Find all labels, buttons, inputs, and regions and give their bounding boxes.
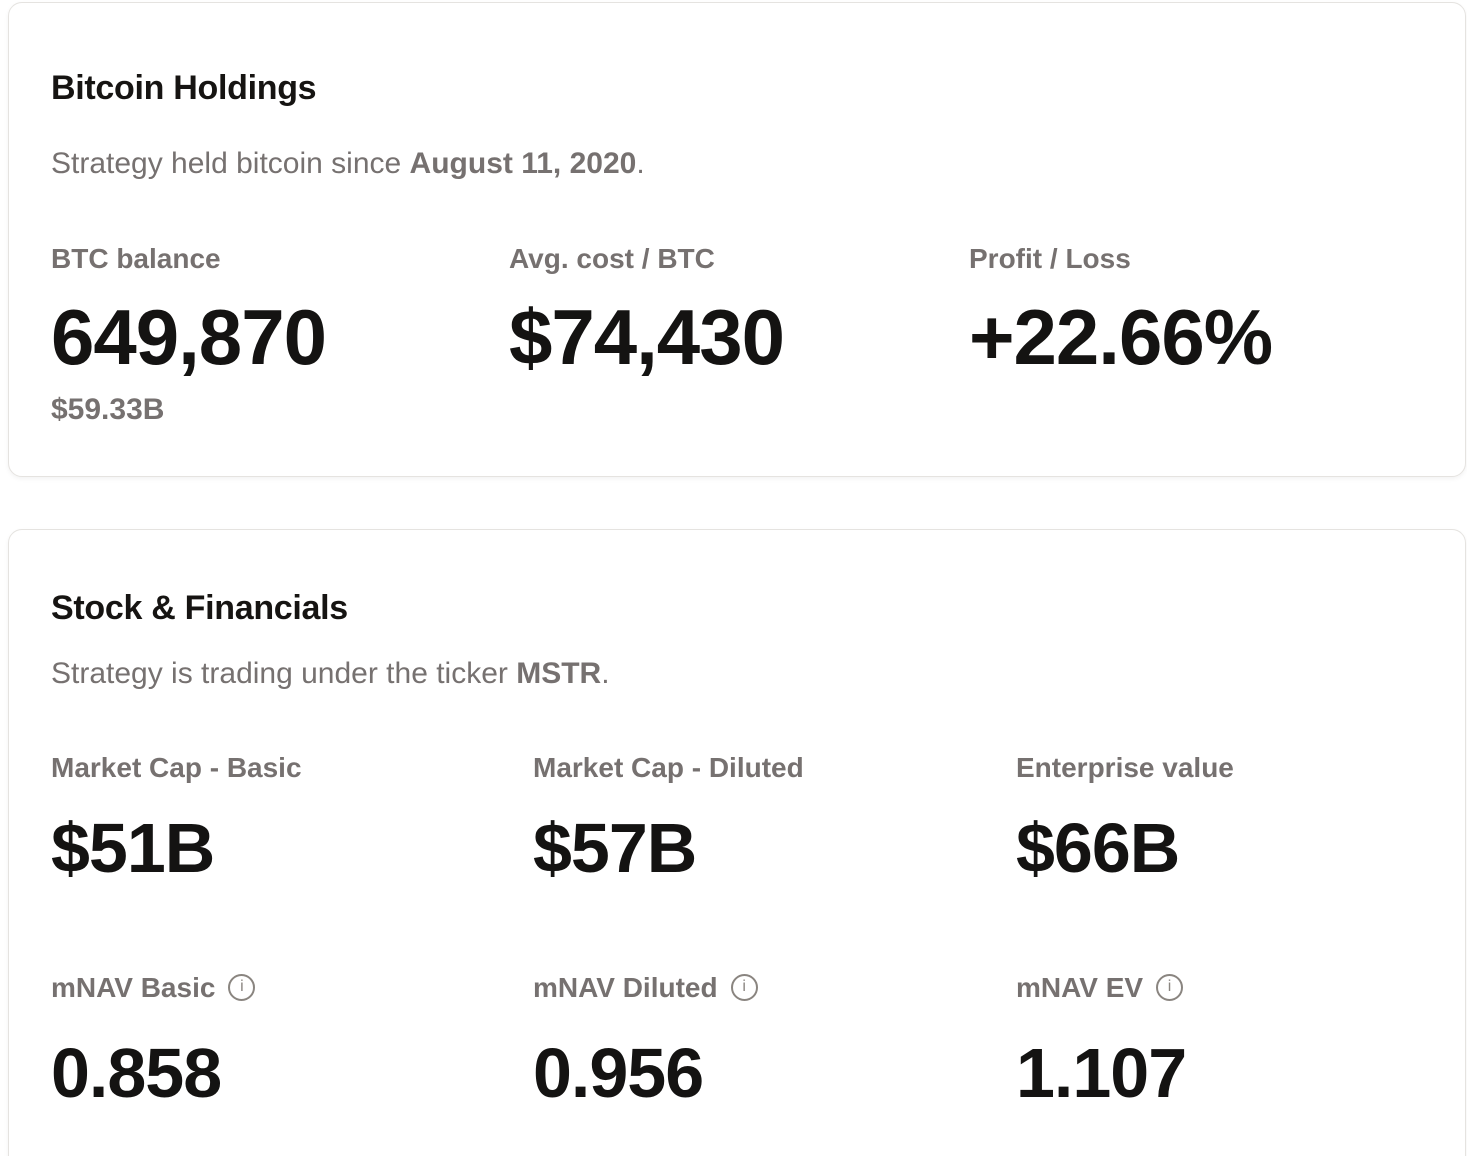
info-icon[interactable]: i [228, 973, 256, 1001]
market-cap-diluted-value: $57B [533, 809, 697, 887]
stat-market-cap-basic: Market Cap - Basic $51B [51, 751, 533, 883]
stock-stats-row-1: Market Cap - Basic $51B Market Cap - Dil… [51, 751, 1425, 883]
stat-enterprise-value: Enterprise value $66B [1016, 751, 1425, 883]
bitcoin-holdings-subtitle: Strategy held bitcoin since August 11, 2… [51, 146, 1425, 182]
market-cap-basic-value: $51B [51, 809, 215, 887]
mnav-ev-label-text: mNAV EV [1016, 972, 1144, 1003]
info-icon[interactable]: i [1156, 973, 1184, 1001]
subtitle-period: . [636, 147, 645, 180]
stat-mnav-basic: mNAV Basic i 0.858 [51, 971, 533, 1108]
mnav-basic-label: mNAV Basic i [51, 971, 533, 1005]
mnav-diluted-label-text: mNAV Diluted [533, 972, 718, 1003]
stock-financials-subtitle: Strategy is trading under the ticker MST… [51, 656, 1425, 692]
stat-mnav-ev: mNAV EV i 1.107 [1016, 971, 1425, 1108]
info-icon[interactable]: i [730, 973, 758, 1001]
stock-financials-title: Stock & Financials [51, 589, 348, 627]
stat-mnav-diluted: mNAV Diluted i 0.956 [533, 971, 1016, 1108]
bitcoin-stats-row: BTC balance 649,870 $59.33B Avg. cost / … [51, 242, 1425, 428]
btc-balance-usd-value: $59.33B [51, 393, 165, 426]
mnav-ev-value: 1.107 [1016, 1034, 1187, 1112]
mnav-basic-label-text: mNAV Basic [51, 972, 216, 1003]
enterprise-value-value: $66B [1016, 809, 1180, 887]
mnav-diluted-label: mNAV Diluted i [533, 971, 1016, 1005]
btc-balance-value: 649,870 [51, 293, 327, 381]
avg-cost-label: Avg. cost / BTC [509, 243, 715, 274]
enterprise-value-label: Enterprise value [1016, 752, 1234, 783]
bitcoin-holdings-card: Bitcoin Holdings Strategy held bitcoin s… [8, 2, 1466, 477]
bitcoin-holdings-title: Bitcoin Holdings [51, 69, 317, 107]
mnav-ev-label: mNAV EV i [1016, 971, 1425, 1005]
mnav-basic-value: 0.858 [51, 1034, 222, 1112]
stock-stats-row-2: mNAV Basic i 0.858 mNAV Diluted i 0.956 mN… [51, 971, 1425, 1108]
stock-financials-card: Stock & Financials Strategy is trading u… [8, 529, 1466, 1156]
stat-avg-cost: Avg. cost / BTC $74,430 [509, 242, 969, 428]
stat-profit-loss: Profit / Loss +22.66% [969, 242, 1425, 428]
market-cap-diluted-label: Market Cap - Diluted [533, 752, 804, 783]
avg-cost-value: $74,430 [509, 293, 785, 381]
profit-loss-label: Profit / Loss [969, 243, 1131, 274]
stat-market-cap-diluted: Market Cap - Diluted $57B [533, 751, 1016, 883]
stat-btc-balance: BTC balance 649,870 $59.33B [51, 242, 509, 428]
profit-loss-value: +22.66% [969, 293, 1273, 381]
mnav-diluted-value: 0.956 [533, 1034, 704, 1112]
market-cap-basic-label: Market Cap - Basic [51, 752, 302, 783]
subtitle-text: Strategy held bitcoin since [51, 147, 410, 180]
ticker-symbol: MSTR [516, 657, 602, 690]
subtitle-text: Strategy is trading under the ticker [51, 657, 517, 690]
btc-balance-label: BTC balance [51, 243, 221, 274]
subtitle-period: . [601, 657, 610, 690]
holding-since-date: August 11, 2020 [409, 147, 637, 180]
